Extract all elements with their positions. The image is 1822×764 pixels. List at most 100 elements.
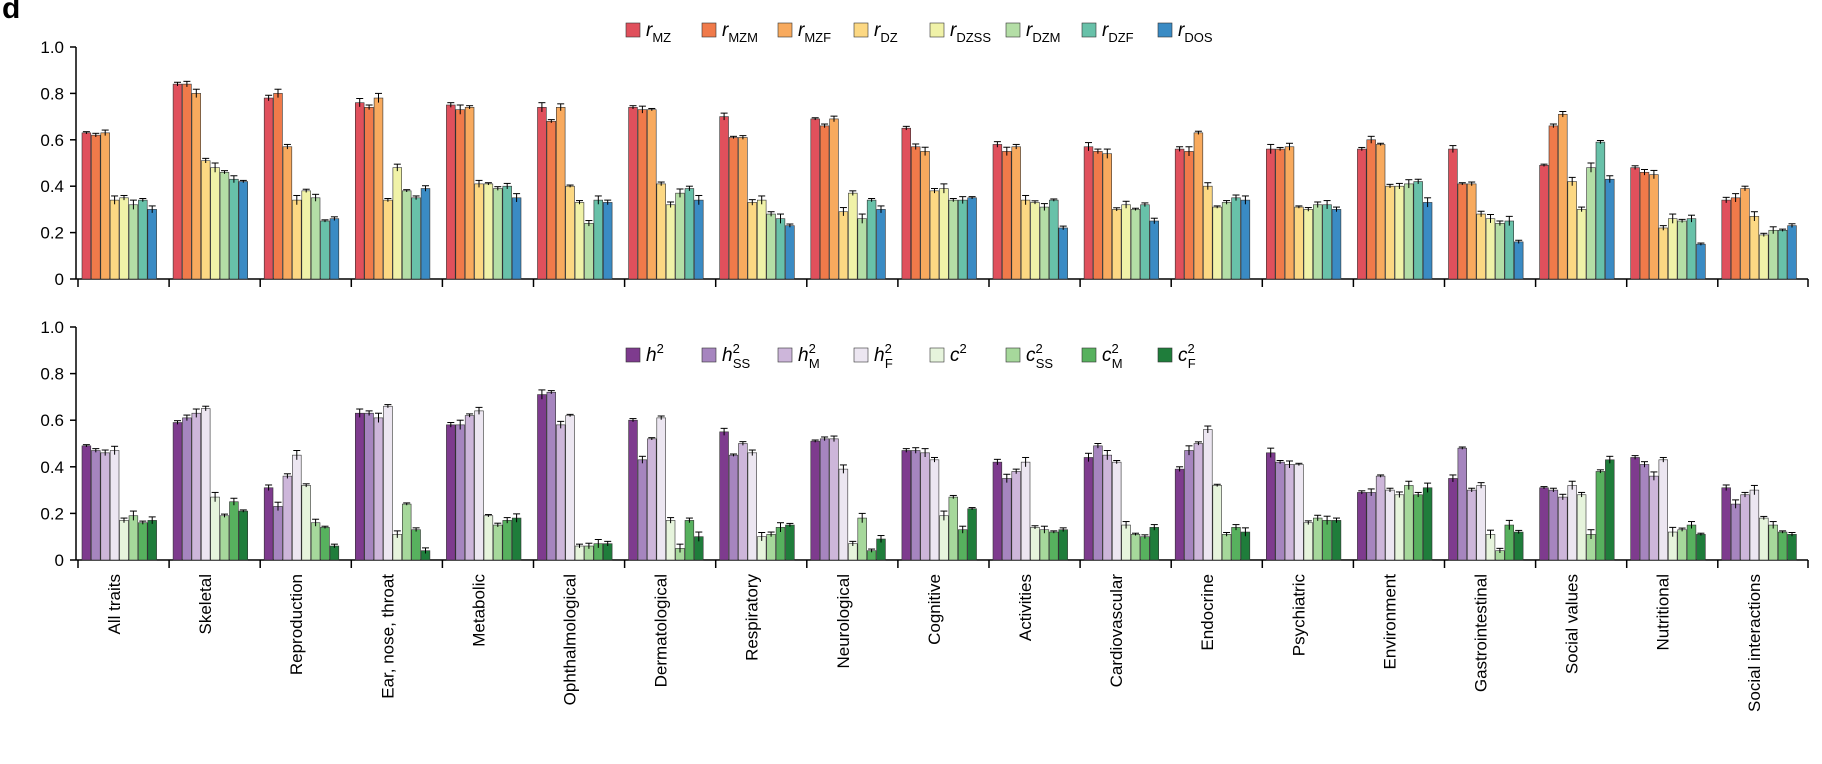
bar bbox=[920, 151, 930, 280]
bar bbox=[1668, 218, 1678, 280]
bar bbox=[766, 534, 776, 561]
bar bbox=[929, 190, 940, 280]
category-label: Social values bbox=[1563, 574, 1582, 674]
legend-entry: h2 bbox=[646, 341, 664, 366]
bar bbox=[1504, 220, 1515, 280]
bar bbox=[1294, 206, 1304, 280]
bar bbox=[838, 468, 849, 561]
bar bbox=[1686, 218, 1697, 280]
bar bbox=[647, 438, 657, 561]
bar bbox=[1102, 454, 1113, 561]
bar bbox=[967, 508, 977, 561]
bar bbox=[1275, 461, 1285, 561]
bar bbox=[1467, 489, 1477, 561]
category-label: Skeletal bbox=[196, 574, 215, 634]
bar bbox=[546, 391, 557, 561]
y-tick-label: 0.4 bbox=[40, 177, 64, 196]
legend-entry: h2 M bbox=[798, 341, 820, 371]
bar bbox=[310, 522, 321, 561]
bar bbox=[756, 199, 767, 280]
bar bbox=[857, 517, 867, 561]
legend-swatch bbox=[701, 347, 717, 363]
bar bbox=[493, 188, 503, 280]
y-tick-label: 0 bbox=[55, 551, 64, 570]
bar bbox=[238, 510, 248, 561]
bar bbox=[948, 496, 959, 561]
bar bbox=[1366, 492, 1376, 561]
bar bbox=[109, 450, 120, 561]
bar bbox=[1020, 461, 1031, 561]
bar bbox=[1212, 485, 1222, 561]
legend-swatch bbox=[1005, 347, 1021, 363]
bar bbox=[1385, 185, 1395, 280]
bar bbox=[263, 487, 274, 561]
bar bbox=[1630, 167, 1640, 280]
bar bbox=[1184, 151, 1194, 280]
bar bbox=[446, 104, 456, 280]
bar bbox=[511, 197, 522, 280]
bar bbox=[201, 408, 211, 561]
bar bbox=[1630, 457, 1640, 561]
bar bbox=[1448, 478, 1458, 561]
bar bbox=[273, 93, 283, 280]
legend-entry: h2 SS bbox=[722, 341, 750, 371]
bar bbox=[1548, 489, 1559, 561]
bar bbox=[263, 97, 274, 280]
bar bbox=[1548, 125, 1559, 280]
y-tick-label: 0.2 bbox=[40, 224, 64, 243]
bar bbox=[511, 517, 522, 561]
bar bbox=[1193, 132, 1204, 280]
bar bbox=[1331, 520, 1342, 561]
bar bbox=[1313, 517, 1323, 561]
bar bbox=[992, 461, 1003, 561]
bar bbox=[819, 125, 830, 280]
bar bbox=[1049, 531, 1059, 561]
bar bbox=[1759, 234, 1769, 280]
y-tick-label: 1.0 bbox=[40, 38, 64, 57]
bar bbox=[1193, 443, 1204, 561]
bar bbox=[292, 454, 302, 561]
bar bbox=[1149, 220, 1160, 280]
category-axis-labels: All traits Skeletal Reproduction Ear, nose,… bbox=[105, 574, 1764, 712]
bar bbox=[910, 146, 921, 280]
bar bbox=[1385, 489, 1395, 561]
bar bbox=[628, 419, 638, 561]
bar bbox=[957, 529, 968, 561]
legend-entry: rMZF bbox=[798, 20, 831, 45]
legend-swatch bbox=[1157, 22, 1173, 38]
bar bbox=[1576, 209, 1587, 280]
bar bbox=[1011, 471, 1021, 561]
bar bbox=[201, 160, 211, 280]
y-tick-label: 0 bbox=[55, 270, 64, 289]
bar bbox=[565, 415, 575, 561]
bar bbox=[1231, 197, 1241, 280]
bar bbox=[866, 199, 877, 280]
bar bbox=[555, 107, 566, 280]
bar bbox=[1696, 534, 1706, 561]
bar bbox=[1275, 148, 1285, 280]
bar bbox=[1649, 174, 1659, 280]
bar bbox=[1049, 199, 1059, 280]
bar bbox=[1266, 148, 1276, 280]
legend-entry: rDOS bbox=[1178, 20, 1213, 45]
legend-swatch bbox=[625, 22, 641, 38]
legend-swatch bbox=[853, 347, 869, 363]
bar bbox=[1203, 429, 1213, 561]
bar bbox=[1605, 459, 1615, 561]
bar bbox=[1639, 464, 1650, 561]
bar bbox=[857, 218, 867, 280]
bar bbox=[147, 209, 157, 280]
bar bbox=[502, 520, 512, 561]
bar bbox=[728, 454, 739, 561]
bar bbox=[1011, 146, 1021, 280]
bar bbox=[684, 188, 695, 280]
bar bbox=[446, 424, 456, 561]
legend-swatch bbox=[777, 22, 793, 38]
y-tick-label: 0.8 bbox=[40, 365, 64, 384]
bar bbox=[1567, 485, 1577, 561]
bar bbox=[474, 183, 484, 280]
bar bbox=[81, 445, 92, 561]
bar bbox=[219, 515, 230, 561]
bar bbox=[1002, 151, 1012, 280]
